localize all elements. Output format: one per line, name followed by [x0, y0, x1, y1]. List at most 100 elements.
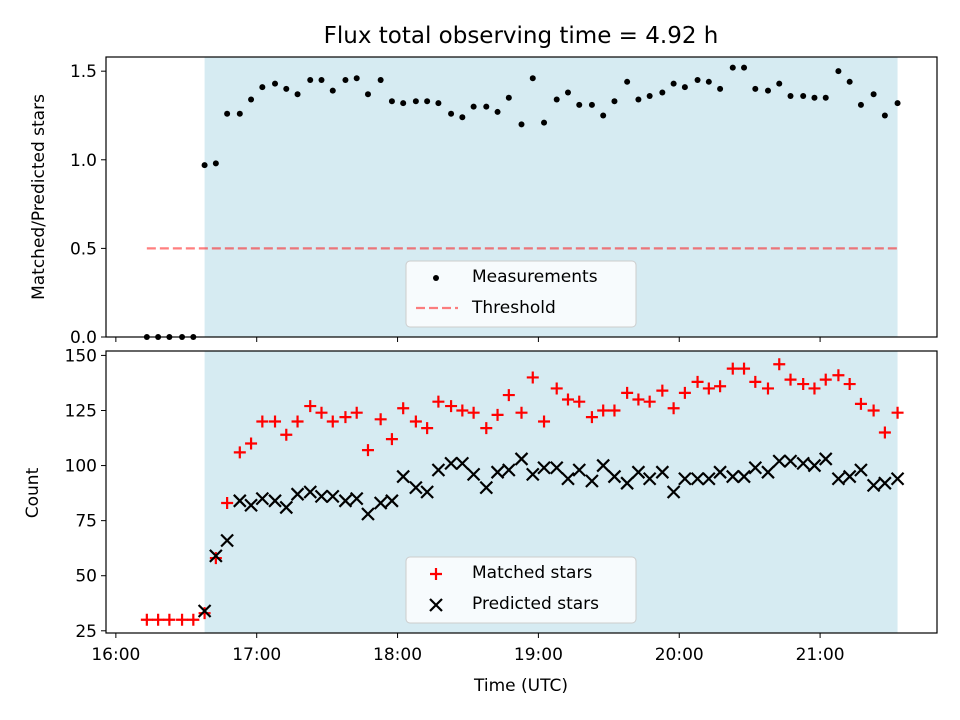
- predicted-star-marker: [409, 480, 423, 495]
- legend-label: Matched stars: [472, 563, 592, 583]
- matched-star-marker: [221, 497, 234, 510]
- top-y-tick-label: 0.5: [70, 239, 97, 259]
- matched-star-marker: [621, 386, 634, 399]
- predicted-star-marker: [268, 494, 282, 508]
- measurement-point: [705, 78, 712, 85]
- measurement-point: [600, 112, 607, 119]
- predicted-star-marker: [842, 469, 857, 484]
- predicted-star-marker: [831, 472, 846, 486]
- matched-star-marker: [397, 402, 410, 415]
- bottom-axes-frame: [105, 350, 938, 634]
- matched-star-marker: [784, 373, 797, 386]
- measurement-point: [259, 84, 266, 91]
- measurement-point: [201, 162, 208, 169]
- matched-star-marker: [573, 395, 586, 408]
- bottom-y-tick-label: 25: [75, 622, 97, 642]
- matched-star-marker: [878, 426, 891, 439]
- matched-star-marker: [361, 444, 374, 457]
- matched-star-marker: [385, 433, 398, 446]
- measurement-point: [635, 96, 642, 103]
- matched-star-marker: [656, 384, 669, 397]
- predicted-star-marker: [748, 460, 763, 475]
- predicted-star-marker: [525, 467, 540, 482]
- predicted-star-marker: [796, 456, 810, 471]
- measurement-point: [553, 96, 560, 103]
- bottom-y-tick-label: 100: [65, 457, 97, 477]
- matched-star-marker: [608, 404, 621, 417]
- measurement-point: [283, 85, 290, 92]
- matched-star-marker: [350, 406, 363, 419]
- predicted-star-marker: [420, 485, 434, 499]
- matched-star-marker: [761, 382, 774, 395]
- measurement-point: [800, 92, 807, 99]
- predicted-star-marker: [455, 456, 470, 471]
- top-legend-box: [405, 260, 637, 328]
- matched-star-marker: [245, 437, 258, 450]
- bottom-panel-y-axis-label: Count: [23, 467, 43, 518]
- predicted-star-marker: [655, 465, 670, 479]
- matched-star-marker: [714, 380, 727, 393]
- measurement-point: [576, 101, 583, 108]
- predicted-star-marker: [854, 463, 868, 477]
- measurement-point: [307, 77, 314, 84]
- predicted-star-marker: [890, 472, 905, 486]
- matched-star-marker: [808, 382, 821, 395]
- measurement-point: [611, 98, 618, 105]
- predicted-star-marker: [338, 494, 353, 508]
- measurement-point: [894, 100, 901, 107]
- top-y-tick-label: 1.0: [70, 151, 97, 171]
- predicted-star-marker: [725, 469, 740, 484]
- matched-star-marker: [691, 375, 704, 388]
- matched-star-marker: [421, 422, 434, 435]
- predicted-star-marker: [818, 452, 833, 466]
- matched-star-marker: [597, 404, 610, 417]
- predicted-star-marker: [561, 472, 575, 486]
- predicted-star-marker: [209, 549, 223, 563]
- predicted-star-marker: [244, 498, 258, 512]
- measurement-point: [248, 96, 255, 103]
- matched-star-marker: [667, 402, 680, 415]
- matched-star-marker: [632, 393, 645, 406]
- measurement-point: [624, 78, 631, 85]
- matched-star-marker: [843, 378, 856, 391]
- matched-star-marker: [304, 400, 317, 413]
- predicted-star-marker: [325, 489, 340, 504]
- measurement-point: [811, 94, 818, 101]
- measurement-point: [881, 112, 888, 119]
- measurement-point: [435, 100, 442, 107]
- matched-star-marker: [832, 369, 845, 382]
- matched-star-marker: [409, 415, 422, 428]
- measurement-point: [412, 98, 419, 105]
- predicted-star-marker: [479, 480, 494, 495]
- predicted-star-marker: [585, 474, 599, 488]
- measurement-point: [388, 98, 395, 105]
- bottom-panel-x-axis-label: Time (UTC): [473, 676, 568, 696]
- top-y-tick-label: 1.5: [70, 62, 97, 82]
- matched-star-marker: [269, 415, 282, 428]
- predicted-star-marker: [385, 494, 399, 508]
- matched-star-marker: [467, 406, 480, 419]
- measurement-point: [646, 92, 653, 99]
- predicted-star-marker: [866, 478, 881, 493]
- matched-star-marker: [550, 382, 563, 395]
- matched-star-marker: [891, 406, 904, 419]
- predicted-star-marker: [361, 507, 375, 521]
- predicted-star-marker: [772, 454, 787, 468]
- legend-measurement-marker: [433, 275, 439, 281]
- measurement-point: [588, 101, 595, 108]
- predicted-star-marker: [690, 472, 705, 486]
- matched-star-marker: [445, 400, 458, 413]
- x-tick-label: 18:00: [373, 645, 422, 665]
- measurement-point: [459, 114, 466, 121]
- matched-star-marker: [773, 358, 786, 371]
- matched-star-marker: [643, 395, 656, 408]
- measurement-point: [212, 160, 219, 167]
- measurement-point: [564, 89, 571, 96]
- matched-star-marker: [326, 415, 339, 428]
- predicted-star-marker: [572, 463, 587, 477]
- measurement-point: [752, 85, 759, 92]
- matched-star-marker: [280, 428, 293, 441]
- measurement-point: [353, 75, 360, 82]
- x-tick-label: 17:00: [232, 645, 281, 665]
